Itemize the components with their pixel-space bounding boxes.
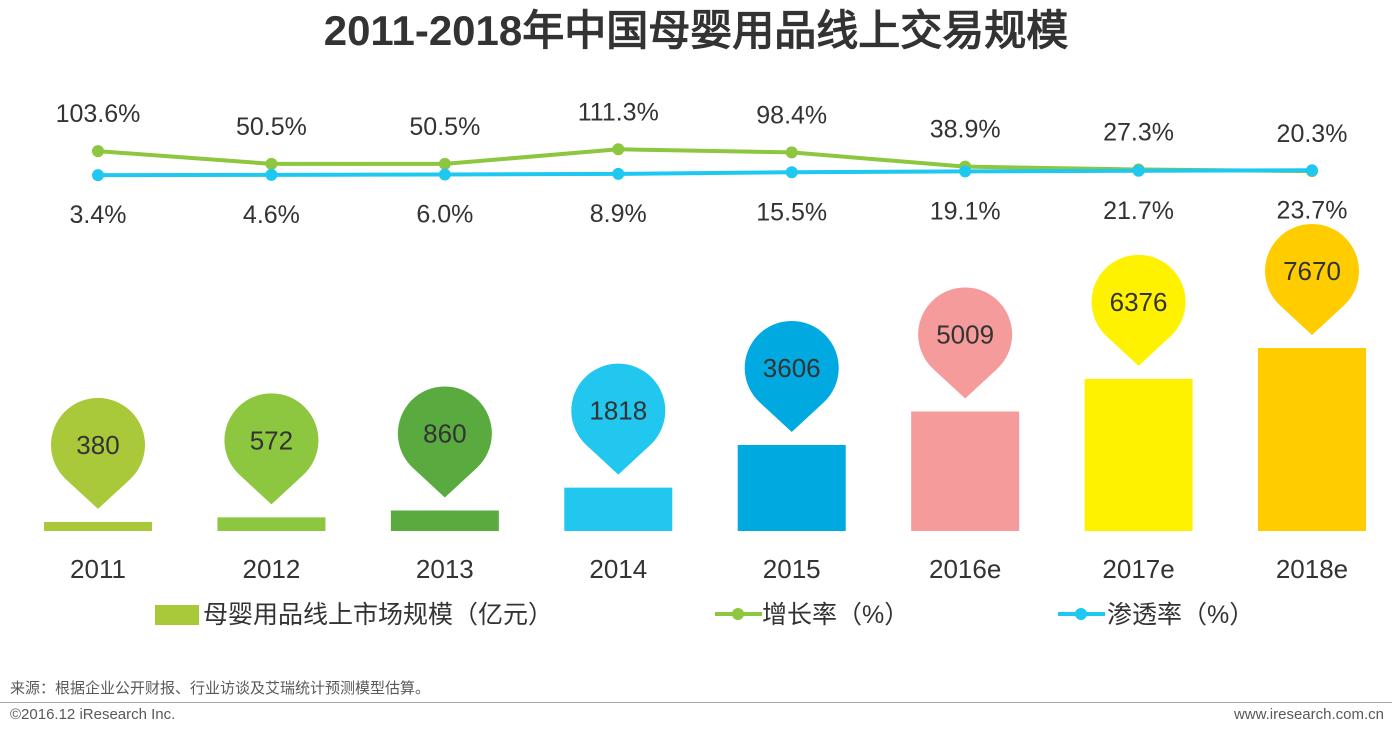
pin-marker-2018e [1265, 224, 1359, 335]
penetration-rate-point-2012 [265, 168, 278, 181]
growth-rate-point-2012 [265, 157, 278, 170]
x-tick-label-2017e: 2017e [1102, 554, 1174, 584]
penetration-rate-label-2011: 3.4% [70, 201, 127, 229]
legend-label-growth-rate: 增长率（%） [762, 601, 909, 629]
x-tick-label-2013: 2013 [416, 554, 474, 584]
legend-label-market-size: 母婴用品线上市场规模（亿元） [203, 601, 553, 629]
legend-label-penetration-rate: 渗透率（%） [1107, 601, 1254, 629]
pin-marker-2012 [224, 393, 319, 505]
pin-marker-2013 [397, 386, 492, 498]
growth-rate-label-2015: 98.4% [756, 101, 827, 129]
pin-marker-2011 [50, 397, 145, 509]
penetration-rate-point-2011 [92, 169, 104, 182]
growth-rate-label-2017e: 27.3% [1103, 118, 1174, 146]
penetration-rate-point-2016e [959, 165, 972, 178]
legend-swatch-market-size [155, 605, 199, 625]
bar-2015 [737, 444, 846, 531]
website-link[interactable]: www.iresearch.com.cn [1233, 706, 1384, 723]
penetration-rate-line [97, 168, 1313, 178]
penetration-rate-label-2013: 6.0% [416, 201, 473, 229]
bar-2016e [911, 411, 1020, 531]
growth-rate-label-2018e: 20.3% [1277, 120, 1348, 148]
bar-2018e [1258, 348, 1366, 531]
x-tick-label-2014: 2014 [589, 554, 647, 584]
line-group: 103.6% 50.5% 50.5% 111.3% 98.4% 38.9% 27.3% 20.… [56, 98, 1348, 229]
copyright: ©2016.12 iResearch Inc. [10, 706, 176, 723]
footer-divider [0, 702, 1392, 703]
pin-marker-2016e [918, 287, 1013, 399]
x-tick-label-2018e: 2018e [1276, 554, 1348, 584]
bar-value-label-2014: 1818 [589, 396, 647, 426]
bar-2011 [44, 521, 152, 531]
penetration-rate-label-2016e: 19.1% [930, 197, 1001, 225]
bar-2012 [217, 517, 326, 531]
penetration-rate-point-2013 [438, 168, 451, 181]
growth-rate-label-2012: 50.5% [236, 113, 307, 141]
penetration-rate-point-2018e [1306, 164, 1318, 177]
chart-svg: 380 572 860 1818 3606 5009 6376 7670 103.6% 50.5… [44, 98, 1366, 629]
pin-marker-2015 [744, 320, 839, 432]
x-axis-ticks: 2011 2012 2013 2014 2015 2016e 2017e 2018e [70, 554, 1348, 584]
source-note: 来源：根据企业公开财报、行业访谈及艾瑞统计预测模型估算。 [10, 680, 431, 697]
penetration-rate-label-2012: 4.6% [243, 201, 300, 229]
bar-value-label-2012: 572 [250, 425, 293, 455]
growth-rate-label-2014: 111.3% [578, 98, 659, 126]
x-tick-label-2016e: 2016e [929, 554, 1001, 584]
pin-marker-2017e [1091, 254, 1186, 366]
growth-rate-line [97, 147, 1313, 174]
penetration-rate-point-2017e [1132, 164, 1145, 177]
pin-marker-2014 [571, 363, 666, 475]
x-tick-label-2012: 2012 [243, 554, 301, 584]
legend-marker-growth-rate [732, 608, 744, 620]
bar-value-label-2011: 380 [76, 430, 119, 460]
growth-rate-point-2011 [92, 145, 104, 158]
bar-value-label-2017e: 6376 [1110, 287, 1168, 317]
growth-rate-label-2013: 50.5% [409, 113, 480, 141]
bar-value-label-2015: 3606 [763, 353, 821, 383]
growth-rate-label-2016e: 38.9% [930, 116, 1001, 144]
growth-rate-label-2011: 103.6% [56, 100, 141, 128]
bar-value-label-2016e: 5009 [936, 319, 994, 349]
bar-2017e [1084, 378, 1193, 531]
legend-marker-penetration-rate [1075, 608, 1087, 620]
chart-title: 2011-2018年中国母婴用品线上交易规模 [323, 7, 1069, 54]
penetration-rate-label-2018e: 23.7% [1277, 196, 1348, 224]
penetration-rate-label-2015: 15.5% [756, 198, 827, 226]
growth-rate-point-2015 [785, 146, 798, 159]
bar-2014 [564, 487, 673, 531]
bar-2013 [390, 510, 499, 531]
bar-value-label-2013: 860 [423, 418, 466, 448]
penetration-rate-label-2014: 8.9% [590, 200, 647, 228]
bar-value-label-2018e: 7670 [1283, 256, 1341, 286]
x-tick-label-2011: 2011 [70, 554, 126, 584]
legend: 母婴用品线上市场规模（亿元） 增长率（%） 渗透率（%） [155, 601, 1254, 629]
growth-rate-point-2013 [438, 157, 451, 170]
pin-marker-group: 380 572 860 1818 3606 5009 6376 7670 [50, 224, 1359, 509]
penetration-rate-point-2014 [612, 167, 625, 180]
bar-group [44, 348, 1366, 531]
penetration-rate-label-2017e: 21.7% [1103, 197, 1174, 225]
x-tick-label-2015: 2015 [763, 554, 821, 584]
growth-rate-point-2014 [612, 143, 625, 156]
penetration-rate-point-2015 [785, 166, 798, 179]
